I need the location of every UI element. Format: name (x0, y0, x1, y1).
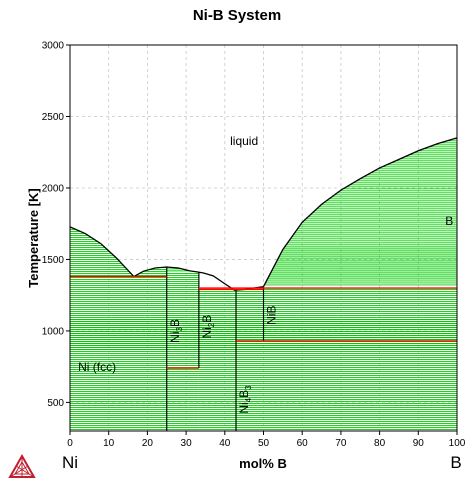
x-left-end-label: Ni (62, 453, 78, 472)
x-tick-label: 50 (258, 438, 270, 449)
y-tick-label: 2000 (42, 183, 65, 194)
grid-lines (70, 45, 457, 431)
x-tick-label: 30 (181, 438, 193, 449)
compound-label: Ni2B (200, 315, 216, 339)
tie-lines (70, 138, 457, 431)
x-right-end-label: B (450, 453, 461, 472)
thermo-calc-logo (8, 453, 36, 478)
x-tick-label: 70 (335, 438, 347, 449)
x-axis-label: mol% B (239, 456, 287, 471)
x-tick-label: 100 (449, 438, 466, 449)
compound-label: Ni3B (168, 319, 184, 343)
chart-title: Ni-B System (193, 7, 281, 24)
compound-label: NiB (265, 306, 279, 325)
y-tick-label: 2500 (42, 112, 65, 123)
x-tick-label: 10 (103, 438, 115, 449)
x-tick-label: 40 (219, 438, 231, 449)
y-axis-label: Temperature [K] (26, 188, 41, 287)
x-tick-label: 80 (374, 438, 386, 449)
y-tick-label: 1500 (42, 255, 65, 266)
region-label: Ni (fcc) (78, 360, 116, 374)
compound-label: Ni4B3 (237, 385, 253, 414)
region-label: B (445, 214, 453, 228)
x-tick-label: 60 (297, 438, 309, 449)
x-tick-label: 90 (413, 438, 425, 449)
y-tick-label: 1000 (42, 326, 65, 337)
y-tick-label: 3000 (42, 41, 65, 52)
liquidus-curve (69, 137, 458, 291)
y-tick-label: 500 (47, 398, 64, 409)
x-tick-label: 20 (142, 438, 154, 449)
region-label: liquid (230, 134, 258, 148)
x-tick-label: 0 (67, 438, 73, 449)
plot-area: 0 10 20 30 40 50 60 70 80 90 100 500 1000 1500 2000 250… (42, 41, 466, 450)
